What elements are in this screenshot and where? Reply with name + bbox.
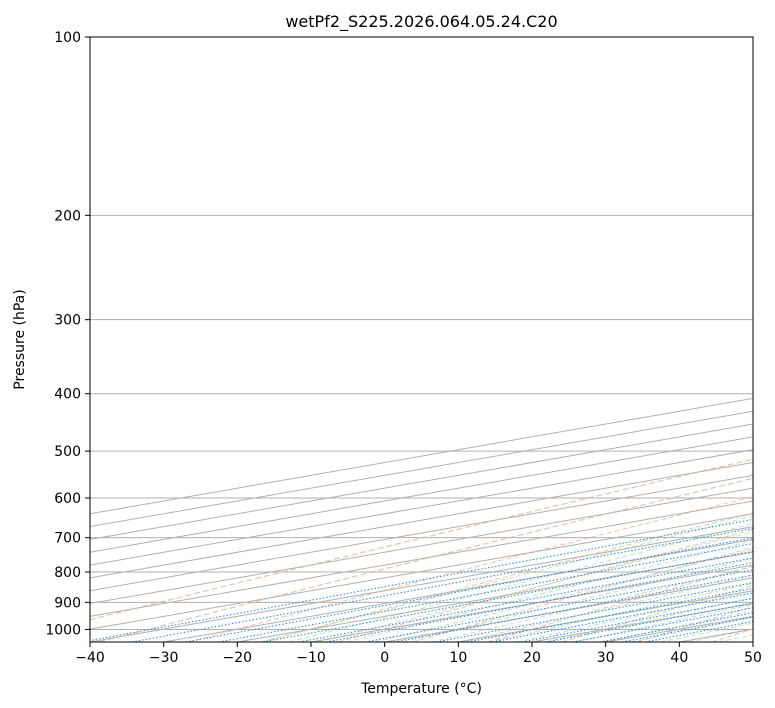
isotherm: [90, 500, 753, 617]
y-tick-label: 100: [54, 30, 81, 46]
moist-adiabat: [689, 628, 753, 642]
x-tick-label: −40: [75, 650, 105, 666]
isotherm: [90, 513, 753, 630]
dry-adiabat: [636, 606, 753, 642]
isotherm: [90, 449, 753, 566]
x-tick-label: −20: [223, 650, 253, 666]
mixing-ratio-line: [572, 607, 753, 642]
mixing-ratio-line: [522, 597, 753, 642]
isotherm: [163, 538, 753, 642]
moist-adiabat: [346, 539, 753, 642]
dry-adiabat: [338, 529, 753, 642]
y-tick-label: 900: [54, 595, 81, 611]
isotherm: [90, 462, 753, 579]
x-tick-label: −10: [296, 650, 326, 666]
moist-adiabat: [431, 566, 753, 642]
isotherm: [90, 526, 753, 642]
mixing-ratio-line: [436, 582, 753, 642]
x-tick-label: 30: [597, 650, 615, 666]
y-tick-label: 500: [54, 444, 81, 460]
isotherm: [90, 436, 753, 553]
moist-adiabat: [374, 548, 753, 642]
moist-adiabat: [487, 582, 753, 642]
y-tick-label: 700: [54, 531, 81, 547]
y-tick-label: 400: [54, 387, 81, 403]
dry-adiabat: [263, 512, 753, 642]
isotherm: [384, 577, 753, 642]
mixing-ratio-line: [492, 592, 753, 642]
y-tick-label: 300: [54, 313, 81, 329]
moist-adiabat: [288, 523, 753, 642]
x-tick-label: 10: [449, 650, 467, 666]
isotherm: [90, 487, 753, 605]
dry-adiabat: [487, 565, 753, 642]
moist-adiabat: [260, 515, 753, 642]
moist-adiabat: [317, 531, 753, 642]
x-tick-label: 20: [523, 650, 541, 666]
moist-adiabat: [459, 574, 753, 642]
moist-adiabat: [718, 634, 753, 642]
reference-curve: [99, 477, 753, 642]
x-tick-label: −30: [149, 650, 179, 666]
y-tick-label: 1000: [45, 622, 81, 638]
isotherm: [605, 615, 753, 642]
x-axis-label: Temperature (°C): [360, 681, 482, 697]
isotherm: [90, 410, 753, 528]
x-tick-label: 40: [670, 650, 688, 666]
chart-title: wetPf2_S225.2026.064.05.24.C20: [285, 12, 557, 32]
reference-curve: [90, 458, 753, 621]
plot-frame: [89, 36, 754, 643]
isotherm: [679, 628, 753, 642]
y-tick-label: 200: [54, 208, 81, 224]
isotherm: [310, 564, 753, 642]
dry-adiabat: [711, 628, 753, 642]
isotherm: [458, 590, 753, 642]
mixing-ratio-line: [467, 587, 753, 642]
isotherm: [752, 641, 753, 642]
y-tick-label: 800: [54, 565, 81, 581]
x-tick-label: 50: [744, 650, 762, 666]
isotherm: [90, 474, 753, 592]
y-axis-label: Pressure (hPa): [12, 289, 28, 389]
moist-adiabat: [402, 557, 753, 642]
dry-adiabat: [412, 546, 753, 642]
mixing-ratio-line: [326, 562, 753, 642]
mixing-ratio-line: [131, 527, 753, 642]
mixing-ratio-line: [185, 537, 753, 642]
y-tick-label: 600: [54, 491, 81, 507]
mixing-ratio-line: [546, 602, 753, 642]
dry-adiabat: [188, 496, 753, 642]
mixing-ratio-line: [90, 518, 753, 641]
dry-adiabat: [562, 585, 753, 642]
isotherm: [90, 397, 753, 515]
isotherm: [90, 423, 753, 540]
x-tick-label: 0: [380, 650, 389, 666]
mixing-ratio-line: [218, 543, 753, 642]
